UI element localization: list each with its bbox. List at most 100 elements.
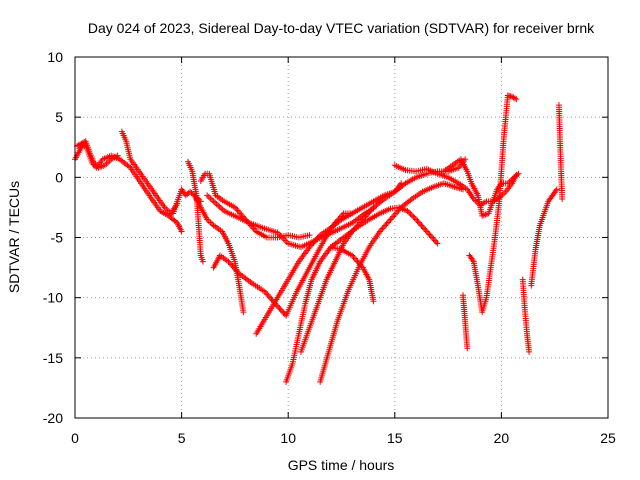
data-point-marker: [263, 290, 270, 297]
x-tick-label: 15: [387, 430, 403, 446]
series-s16: [440, 156, 522, 219]
data-point-marker: [233, 267, 240, 274]
x-tick-label: 5: [178, 430, 186, 446]
data-point-marker: [265, 293, 272, 300]
data-point-marker: [426, 231, 433, 238]
data-point-marker: [404, 208, 411, 215]
data-point-marker: [353, 257, 360, 264]
y-tick-label: 10: [47, 49, 63, 65]
data-point-marker: [267, 294, 274, 301]
y-tick-label: -10: [43, 290, 63, 306]
data-point-marker: [434, 240, 441, 247]
data-point-marker: [282, 237, 289, 244]
x-tick-label: 25: [600, 430, 616, 446]
data-point-marker: [387, 216, 394, 223]
data-point-marker: [212, 199, 219, 206]
y-tick-label: 0: [55, 169, 63, 185]
data-point-marker: [237, 210, 244, 217]
data-point-marker: [205, 193, 212, 200]
data-point-marker: [414, 217, 421, 224]
y-axis-label: SDTVAR / TECUs: [6, 181, 22, 293]
data-point-marker: [276, 305, 283, 312]
data-point-marker: [515, 170, 522, 177]
data-point-marker: [218, 205, 225, 212]
data-point-marker: [386, 217, 393, 224]
data-point-marker: [413, 216, 420, 223]
data-point-marker: [559, 195, 566, 202]
x-tick-label: 0: [71, 430, 79, 446]
data-point-marker: [208, 196, 215, 203]
data-point-marker: [382, 222, 389, 229]
data-point-marker: [430, 236, 437, 243]
data-point-marker: [417, 220, 424, 227]
y-tick-label: -5: [51, 230, 64, 246]
data-point-marker: [396, 205, 403, 212]
data-point-marker: [511, 95, 518, 102]
grid: [75, 57, 608, 418]
data-point-marker: [482, 211, 489, 218]
data-point-marker: [207, 219, 214, 226]
data-point-marker: [264, 291, 271, 298]
data-point-marker: [306, 232, 313, 239]
x-tick-label: 10: [280, 430, 296, 446]
data-point-marker: [204, 192, 211, 199]
data-point-marker: [277, 306, 284, 313]
series-s19: [519, 276, 533, 355]
data-point-marker: [408, 212, 415, 219]
data-point-marker: [240, 309, 247, 316]
data-point-marker: [215, 202, 222, 209]
data-point-marker: [280, 309, 287, 316]
data-point-marker: [418, 222, 425, 229]
x-tick-label: 20: [494, 430, 510, 446]
data-point-marker: [228, 261, 235, 268]
x-axis-label: GPS time / hours: [288, 457, 395, 473]
data-point-marker: [208, 220, 215, 227]
data-point-marker: [429, 234, 436, 241]
data-point-marker: [415, 219, 422, 226]
data-point-marker: [226, 260, 233, 267]
data-point-marker: [114, 152, 121, 159]
data-point-marker: [423, 228, 430, 235]
y-tick-label: -15: [43, 350, 63, 366]
data-point-marker: [411, 215, 418, 222]
data-point-marker: [210, 198, 217, 205]
data-point-marker: [421, 225, 428, 232]
data-point-marker: [388, 214, 395, 221]
data-point-marker: [351, 255, 358, 262]
series-s13: [317, 180, 467, 385]
series-s20: [528, 186, 560, 289]
data-point-marker: [513, 96, 520, 103]
y-tick-label: -20: [43, 410, 63, 426]
series-s17: [460, 292, 471, 352]
data-point-marker: [526, 348, 533, 355]
data-point-marker: [433, 239, 440, 246]
series-s18: [466, 92, 520, 316]
data-point-marker: [234, 207, 241, 214]
data-point-marker: [514, 171, 521, 178]
data-point-marker: [422, 226, 429, 233]
data-point-marker: [472, 197, 479, 204]
series-s21: [555, 102, 566, 202]
series-s11: [283, 204, 441, 385]
chart-title: Day 024 of 2023, Sidereal Day-to-day VTE…: [88, 20, 595, 36]
data-point-marker: [391, 211, 398, 218]
data-point-marker: [410, 213, 417, 220]
series-s14: [327, 244, 377, 305]
data-point-marker: [407, 210, 414, 217]
data-point-marker: [199, 258, 206, 265]
data-point-marker: [380, 223, 387, 230]
series-s1: [72, 141, 185, 235]
data-point-marker: [207, 195, 214, 202]
data-point-marker: [427, 232, 434, 239]
data-point-marker: [419, 223, 426, 230]
series-s12: [297, 156, 469, 355]
data-point-marker: [431, 237, 438, 244]
data-point-marker: [213, 201, 220, 208]
data-point-marker: [425, 229, 432, 236]
data-point-marker: [553, 186, 560, 193]
data-point-marker: [464, 345, 471, 352]
data-point-marker: [216, 203, 223, 210]
y-tick-label: 5: [55, 109, 63, 125]
data-point-marker: [406, 209, 413, 216]
